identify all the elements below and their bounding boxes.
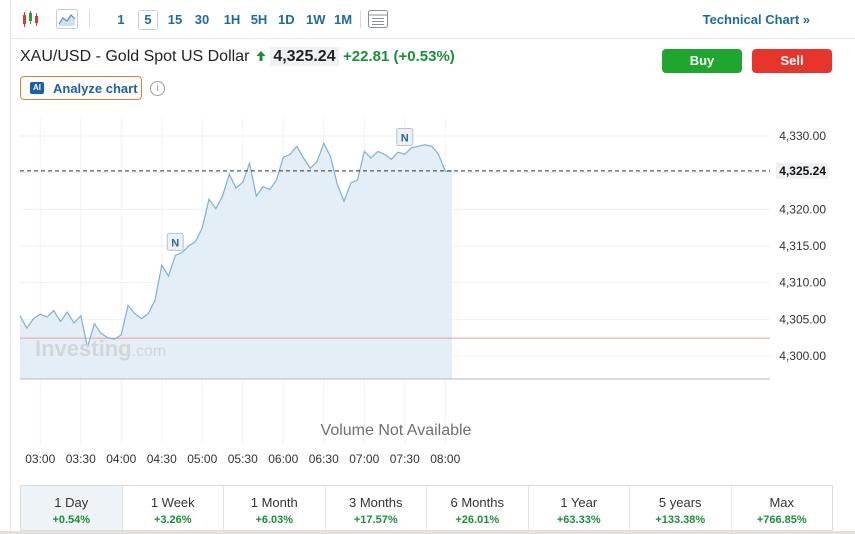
x-tick-label: 03:30: [66, 452, 96, 466]
period-change: +17.57%: [353, 514, 398, 526]
x-tick-label: 03:00: [25, 452, 55, 466]
last-price: 4,325.24: [270, 47, 339, 66]
news-marker[interactable]: N: [166, 232, 184, 251]
sell-button[interactable]: Sell: [752, 49, 832, 73]
period-label: Max: [769, 495, 795, 510]
instrument-name: XAU/USD - Gold Spot US Dollar: [20, 48, 250, 65]
period-label: 1 Year: [560, 495, 598, 510]
timeframe-1h[interactable]: 1H: [223, 12, 241, 27]
period-change: +26.01%: [455, 514, 500, 526]
x-tick-label: 06:30: [309, 452, 339, 466]
page-bottom-edge: [0, 531, 855, 534]
timeframe-1w[interactable]: 1W: [306, 12, 326, 27]
volume-not-available: Volume Not Available: [321, 422, 472, 439]
chart-widget-frame: [10, 0, 855, 534]
chart-toolbar: 1 5 15 30 1H 5H 1D 1W 1M Technical Chart »: [10, 0, 855, 39]
timeframe-30[interactable]: 30: [194, 12, 210, 27]
technical-chart-link[interactable]: Technical Chart »: [702, 12, 810, 27]
analyze-chart-button[interactable]: AI Analyze chart: [20, 76, 142, 100]
period-6-months[interactable]: 6 Months +26.01%: [427, 486, 529, 530]
last-price-label-group: 4,325.24: [776, 162, 828, 179]
area-chart-icon[interactable]: [56, 9, 78, 29]
y-tick-label: 4,305.00: [779, 312, 826, 326]
period-change: +6.03%: [255, 514, 294, 526]
news-marker-box: [396, 127, 414, 146]
timeframe-5h[interactable]: 5H: [250, 12, 268, 27]
period-change: +133.38%: [655, 514, 706, 526]
last-price-tag-label: 4,325.24: [779, 164, 826, 178]
period-label: 3 Months: [349, 495, 403, 510]
timeframe-1m[interactable]: 1M: [334, 12, 353, 27]
period-5-years[interactable]: 5 years +133.38%: [630, 486, 732, 530]
period-3-months[interactable]: 3 Months +17.57%: [326, 486, 427, 530]
timeframe-1[interactable]: 1: [117, 12, 125, 27]
analyze-chart-label: Analyze chart: [53, 81, 138, 96]
period-change: +0.54%: [52, 514, 91, 526]
news-marker-label: N: [171, 237, 179, 249]
period-change: +766.85%: [756, 514, 807, 526]
period-change: +63.33%: [556, 514, 601, 526]
period-label: 5 years: [658, 495, 702, 510]
x-axis-labels: 03:00 03:30 04:00 04:30 05:00 05:30 06:00 06:30…: [25, 452, 460, 466]
last-price-tag: [776, 162, 828, 179]
x-tick-label: 05:30: [228, 452, 258, 466]
period-performance-bar: 1 Day +0.54% 1 Week +3.26% 1 Month +6.03% 3 Mo…: [20, 485, 833, 531]
instrument-header: XAU/USD - Gold Spot US Dollar 4,325.24 +…: [20, 47, 455, 66]
toolbar-divider: [360, 10, 361, 28]
x-tick-label: 06:00: [268, 452, 298, 466]
y-tick-label: 4,330.00: [779, 129, 826, 143]
y-tick-label: 4,320.00: [779, 202, 826, 216]
period-label: 1 Month: [250, 495, 298, 510]
period-change: +3.26%: [153, 514, 192, 526]
price-chart[interactable]: 4,330.004,325.004,320.004,315.004,310.00…: [0, 0, 855, 480]
period-max[interactable]: Max +766.85%: [732, 486, 833, 530]
x-tick-label: 04:00: [106, 452, 136, 466]
period-1-year[interactable]: 1 Year +63.33%: [529, 486, 630, 530]
timeframe-5[interactable]: 5: [138, 10, 158, 30]
investing-watermark: Investing.com: [35, 336, 166, 361]
period-1-month[interactable]: 1 Month +6.03%: [224, 486, 326, 530]
x-tick-label: 07:00: [349, 452, 379, 466]
news-markers: NN: [166, 127, 414, 251]
timeframe-1d[interactable]: 1D: [278, 12, 295, 27]
x-tick-label: 04:30: [147, 452, 177, 466]
news-marker[interactable]: N: [396, 127, 414, 146]
up-arrow-icon: [256, 51, 266, 61]
y-tick-label: 4,315.00: [779, 239, 826, 253]
ai-badge-icon: AI: [30, 82, 44, 94]
x-tick-label: 07:30: [390, 452, 420, 466]
info-icon[interactable]: i: [150, 81, 165, 96]
timeframe-15[interactable]: 15: [167, 12, 183, 27]
buy-button[interactable]: Buy: [662, 49, 742, 73]
y-tick-label: 4,300.00: [779, 349, 826, 363]
period-1-week[interactable]: 1 Week +3.26%: [123, 486, 224, 530]
period-label: 6 Months: [450, 495, 504, 510]
candlestick-icon[interactable]: [20, 9, 42, 29]
period-label: 1 Week: [150, 495, 195, 510]
toolbar-divider: [89, 10, 90, 28]
x-tick-label: 05:00: [187, 452, 217, 466]
table-view-icon[interactable]: [367, 9, 389, 29]
news-marker-box: [166, 232, 184, 251]
price-change: +22.81 (+0.53%): [343, 48, 455, 65]
y-tick-label: 4,310.00: [779, 276, 826, 290]
period-1-day[interactable]: 1 Day +0.54%: [21, 486, 123, 530]
period-label: 1 Day: [54, 495, 89, 510]
x-tick-label: 08:00: [430, 452, 460, 466]
price-line: [19, 141, 453, 348]
news-marker-label: N: [401, 132, 409, 144]
